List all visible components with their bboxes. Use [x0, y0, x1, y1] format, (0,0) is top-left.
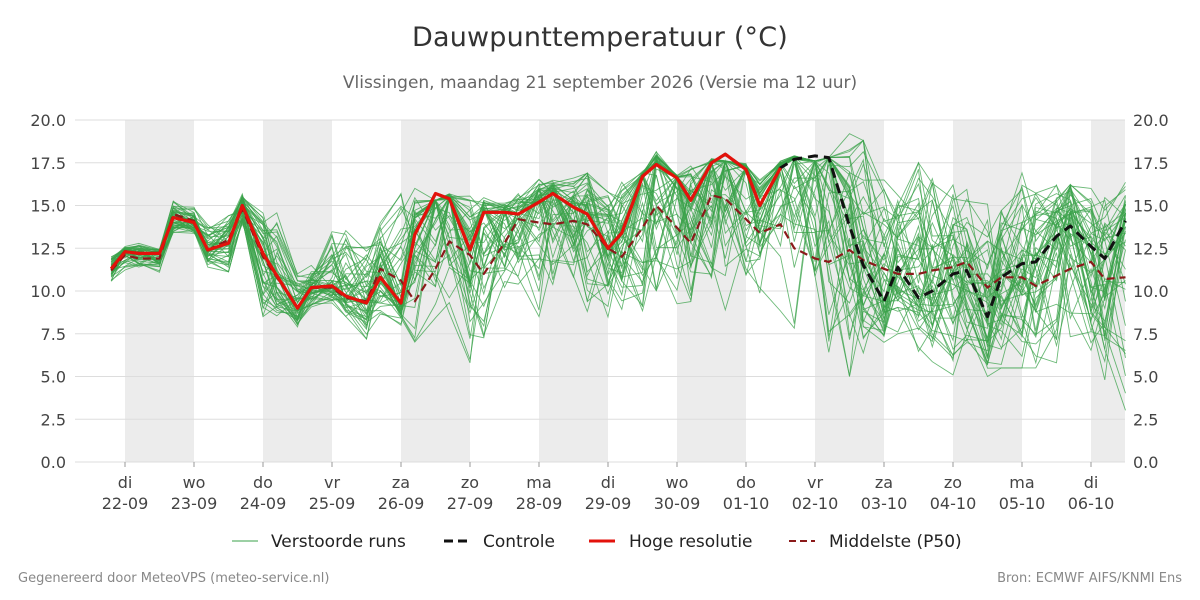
y-tick-label-right: 5.0: [1133, 368, 1158, 387]
x-day-label: di: [118, 473, 133, 492]
y-tick-label-left: 20.0: [30, 111, 66, 130]
x-date-label: 02-10: [792, 494, 839, 513]
median-line: [110, 194, 1126, 310]
y-tick-label-right: 12.5: [1133, 239, 1169, 258]
x-day-label: vr: [324, 473, 340, 492]
x-date-label: 26-09: [378, 494, 425, 513]
x-day-label: do: [736, 473, 756, 492]
ensemble-members: [110, 133, 1126, 411]
x-date-label: 27-09: [447, 494, 494, 513]
x-date-label: 25-09: [309, 494, 356, 513]
chart-title: Dauwpunttemperatuur (°C): [411, 22, 789, 53]
x-date-label: 30-09: [654, 494, 701, 513]
ensemble-member-line: [110, 157, 1126, 341]
y-tick-label-left: 10.0: [30, 282, 66, 301]
hires-line: [109, 152, 782, 310]
x-date-label: 23-09: [171, 494, 218, 513]
x-day-label: za: [875, 473, 893, 492]
main-series: [109, 152, 1127, 319]
x-day-label: wo: [183, 473, 206, 492]
y-tick-label-right: 10.0: [1133, 282, 1169, 301]
x-date-label: 03-10: [861, 494, 908, 513]
x-day-label: vr: [807, 473, 823, 492]
x-day-label: wo: [666, 473, 689, 492]
legend-label-hires: Hoge resolutie: [629, 532, 753, 552]
ensemble-member-line: [110, 156, 1126, 358]
footer-credit: Gegenereerd door MeteoVPS (meteo-service…: [18, 571, 330, 586]
y-axis-right-ticks: 0.0 2.5 5.0 7.5 10.0 12.5 15.0 17.5 20.0: [1133, 111, 1169, 472]
y-tick-label-right: 0.0: [1133, 453, 1158, 472]
x-day-label: di: [601, 473, 616, 492]
ensemble-member-line: [110, 156, 1126, 352]
ensemble-member-line: [110, 160, 1126, 319]
x-axis-day-labels: di 22-09 wo 23-09 do 24-09 vr 25-09 za 26-09 zo 27-…: [102, 462, 1115, 513]
y-tick-label-left: 15.0: [30, 197, 66, 216]
ensemble-member-line: [110, 158, 1126, 338]
y-tick-label-left: 12.5: [30, 239, 66, 258]
x-date-label: 04-10: [930, 494, 977, 513]
chart-subtitle: Vlissingen, maandag 21 september 2026 (V…: [342, 73, 858, 93]
legend: Verstoorde runs Controle Hoge resolutie …: [232, 532, 962, 552]
x-date-label: 22-09: [102, 494, 149, 513]
y-tick-label-right: 15.0: [1133, 197, 1169, 216]
x-day-label: ma: [526, 473, 551, 492]
ensemble-member-line: [110, 157, 1126, 363]
x-date-label: 24-09: [240, 494, 287, 513]
ensemble-member-line: [110, 154, 1126, 340]
y-tick-label-left: 17.5: [30, 154, 66, 173]
x-day-label: zo: [944, 473, 962, 492]
y-tick-label-left: 0.0: [41, 453, 66, 472]
y-tick-label-right: 7.5: [1133, 325, 1158, 344]
footer-source: Bron: ECMWF AIFS/KNMI Ens: [997, 571, 1182, 586]
y-tick-label-right: 20.0: [1133, 111, 1169, 130]
ensemble-member-line: [110, 133, 1126, 321]
ensemble-member-line: [110, 139, 1126, 358]
y-tick-label-right: 2.5: [1133, 410, 1158, 429]
x-day-label: di: [1084, 473, 1099, 492]
x-date-label: 06-10: [1068, 494, 1115, 513]
ensemble-member-line: [110, 155, 1126, 376]
x-day-label: ma: [1009, 473, 1034, 492]
legend-label-perturbed: Verstoorde runs: [271, 532, 406, 552]
x-date-label: 01-10: [723, 494, 770, 513]
y-axis-left-ticks: 0.0 2.5 5.0 7.5 10.0 12.5 15.0 17.5 20.0: [30, 111, 66, 472]
control-line: [110, 152, 1127, 319]
x-day-label: do: [253, 473, 273, 492]
x-date-label: 05-10: [999, 494, 1046, 513]
y-tick-label-left: 5.0: [41, 368, 66, 387]
y-tick-label-left: 2.5: [41, 410, 66, 429]
y-tick-label-left: 7.5: [41, 325, 66, 344]
legend-label-median: Middelste (P50): [829, 532, 962, 552]
x-day-label: zo: [461, 473, 479, 492]
ensemble-member-line: [110, 158, 1126, 353]
legend-label-control: Controle: [483, 532, 555, 552]
x-day-label: za: [392, 473, 410, 492]
y-tick-label-right: 17.5: [1133, 154, 1169, 173]
ensemble-member-line: [110, 155, 1126, 365]
ensemble-member-line: [110, 158, 1126, 411]
ensemble-member-line: [110, 158, 1126, 340]
x-date-label: 29-09: [585, 494, 632, 513]
ensemble-member-line: [110, 156, 1126, 377]
x-date-label: 28-09: [516, 494, 563, 513]
